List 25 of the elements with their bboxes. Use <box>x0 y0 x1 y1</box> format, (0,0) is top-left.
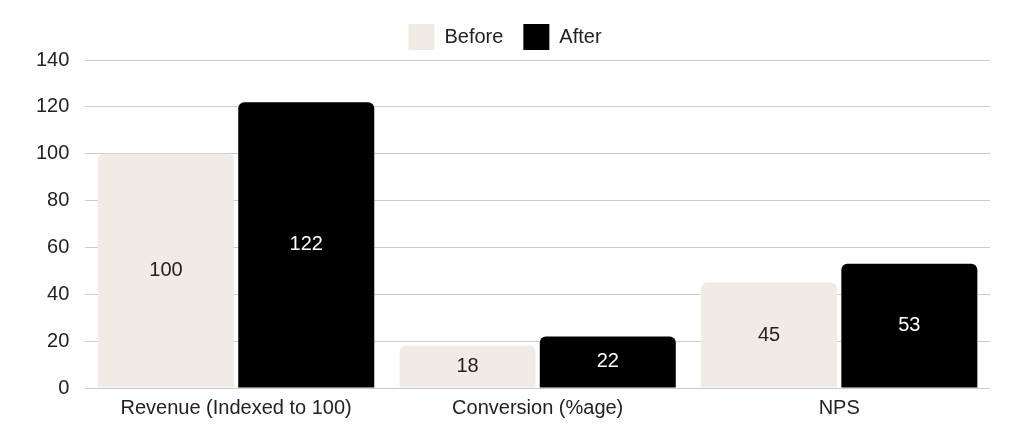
data-label: 53 <box>898 313 921 336</box>
data-label: 122 <box>289 232 323 255</box>
legend-label: Before <box>444 24 504 47</box>
data-label: 18 <box>456 354 479 377</box>
data-label: 100 <box>149 258 183 281</box>
data-label: 22 <box>596 349 619 372</box>
bar <box>399 345 536 388</box>
x-tick-label: Revenue (Indexed to 100) <box>120 395 352 418</box>
y-tick-label: 40 <box>47 281 70 304</box>
y-tick-label: 60 <box>47 234 70 257</box>
bar <box>539 336 676 388</box>
bar <box>701 282 838 388</box>
x-tick-label: NPS <box>818 395 860 418</box>
bar <box>841 263 978 388</box>
x-tick-label: Conversion (%age) <box>452 395 624 418</box>
legend-label: After <box>559 24 602 47</box>
data-label: 45 <box>757 322 781 345</box>
y-tick-label: 120 <box>35 94 70 117</box>
y-tick-label: 20 <box>47 328 70 351</box>
bar <box>98 153 235 388</box>
y-tick-label: 100 <box>35 141 70 164</box>
y-tick-label: 140 <box>35 47 70 70</box>
y-tick-label: 80 <box>47 188 70 211</box>
bar <box>238 102 375 388</box>
y-tick-label: 0 <box>58 375 70 398</box>
